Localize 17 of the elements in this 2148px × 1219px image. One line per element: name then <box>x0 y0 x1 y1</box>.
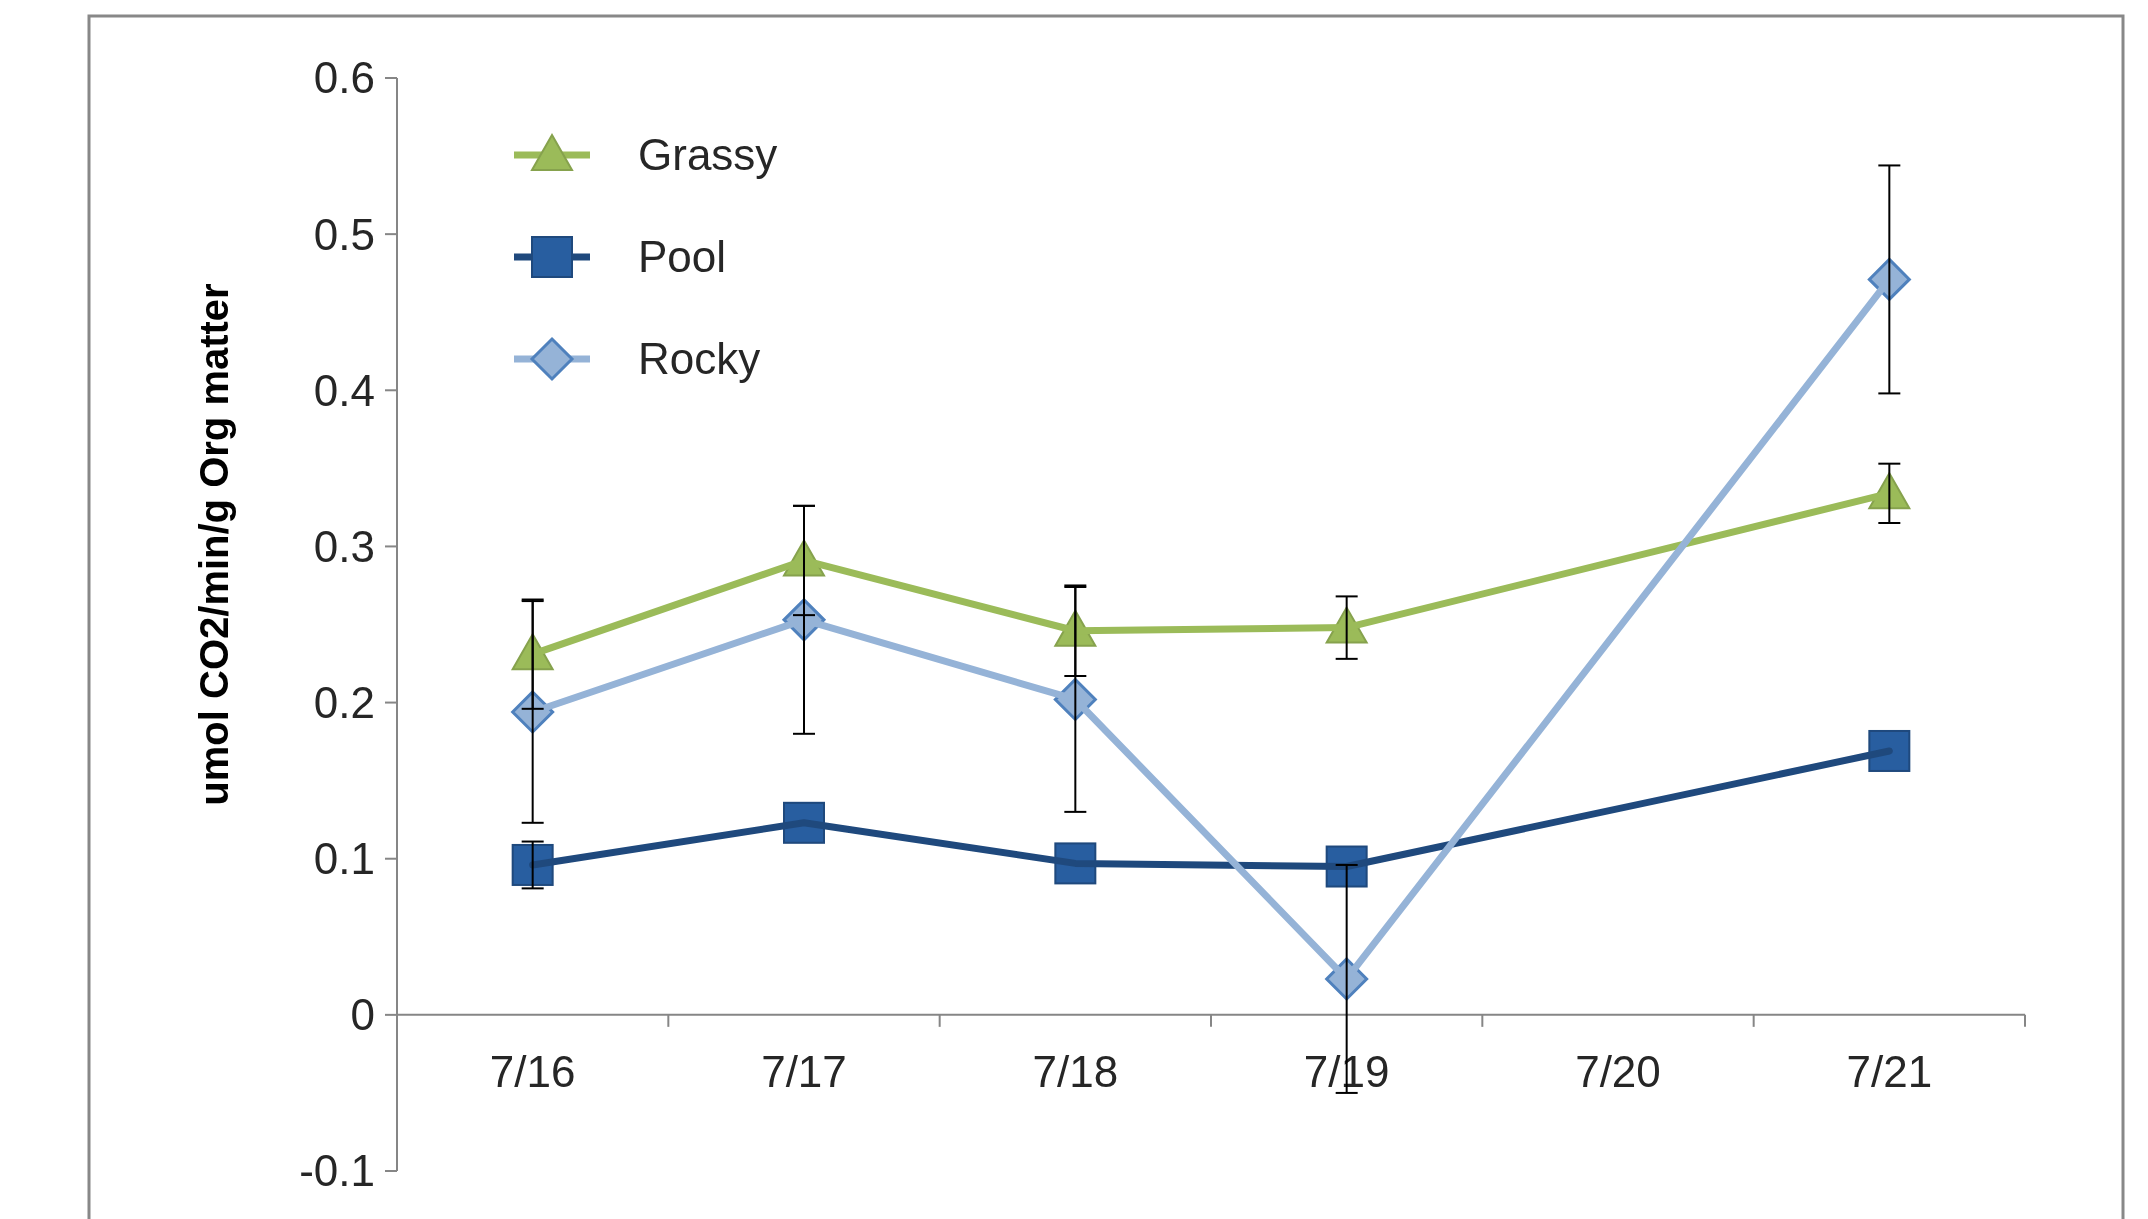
x-tick-label: 7/16 <box>489 1046 576 1096</box>
x-tick-label: 7/18 <box>1032 1046 1119 1096</box>
legend-label: Pool <box>638 232 727 282</box>
y-axis-title: umol CO2/min/g Org matter <box>192 283 236 806</box>
x-tick-label: 7/21 <box>1846 1046 1933 1096</box>
legend-label: Rocky <box>638 334 761 384</box>
y-tick-label: -0.1 <box>299 1146 375 1196</box>
x-tick-label: 7/17 <box>761 1046 847 1096</box>
y-tick-label: 0.6 <box>313 53 375 103</box>
legend-label: Grassy <box>638 130 778 180</box>
y-tick-label: 0.1 <box>313 834 375 884</box>
y-tick-label: 0.2 <box>313 677 375 727</box>
y-tick-label: 0.4 <box>313 365 375 415</box>
x-tick-label: 7/20 <box>1575 1046 1661 1096</box>
y-tick-label: 0 <box>350 990 375 1040</box>
y-tick-label: 0.5 <box>313 209 375 259</box>
y-tick-label: 0.3 <box>313 521 375 571</box>
